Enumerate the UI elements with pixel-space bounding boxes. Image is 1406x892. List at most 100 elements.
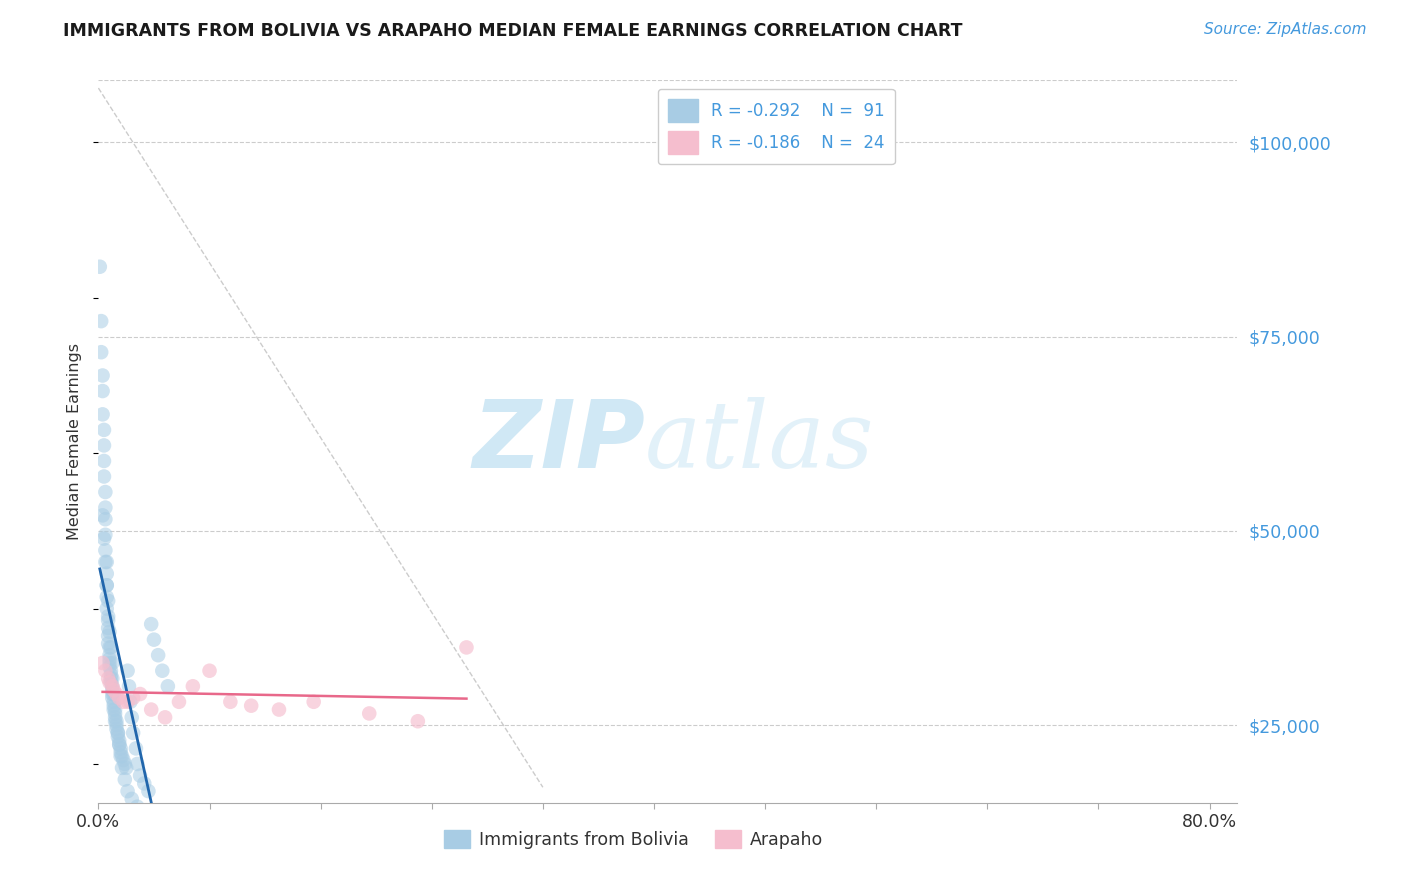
Point	[107, 730, 129, 744]
Point	[105, 722, 128, 736]
Point	[97, 594, 120, 608]
Point	[104, 714, 127, 729]
Point	[93, 454, 115, 468]
Point	[98, 640, 121, 655]
Point	[134, 776, 156, 790]
Point	[98, 652, 121, 666]
Point	[120, 695, 142, 709]
Point	[103, 683, 125, 698]
Point	[112, 753, 135, 767]
Point	[89, 260, 111, 274]
Point	[96, 578, 118, 592]
Point	[93, 469, 115, 483]
Point	[107, 726, 129, 740]
Point	[107, 726, 129, 740]
Point	[198, 664, 221, 678]
Point	[90, 314, 112, 328]
Point	[96, 578, 118, 592]
Point	[104, 710, 127, 724]
Point	[103, 698, 125, 713]
Point	[105, 718, 128, 732]
Point	[101, 656, 124, 670]
Point	[267, 702, 290, 716]
Point	[129, 687, 152, 701]
Point	[117, 664, 139, 678]
Point	[94, 512, 117, 526]
Point	[122, 690, 145, 705]
Point	[98, 624, 121, 639]
Point	[150, 664, 173, 678]
Point	[108, 690, 131, 705]
Point	[101, 679, 124, 693]
Point	[240, 698, 263, 713]
Point	[122, 726, 145, 740]
Point	[146, 648, 169, 663]
Point	[96, 590, 118, 604]
Point	[101, 679, 124, 693]
Point	[105, 687, 128, 701]
Point	[103, 695, 125, 709]
Point	[96, 555, 118, 569]
Point	[156, 679, 179, 693]
Point	[98, 660, 121, 674]
Legend: Immigrants from Bolivia, Arapaho: Immigrants from Bolivia, Arapaho	[437, 823, 830, 855]
Point	[101, 683, 124, 698]
Point	[302, 695, 325, 709]
Point	[91, 368, 114, 383]
Point	[138, 784, 160, 798]
Y-axis label: Median Female Earnings: Median Female Earnings	[67, 343, 83, 540]
Point	[129, 769, 152, 783]
Point	[181, 679, 204, 693]
Point	[97, 609, 120, 624]
Point	[108, 738, 131, 752]
Point	[101, 690, 124, 705]
Point	[104, 706, 127, 721]
Point	[108, 733, 131, 747]
Point	[93, 438, 115, 452]
Point	[153, 710, 176, 724]
Point	[115, 761, 138, 775]
Point	[94, 555, 117, 569]
Point	[103, 702, 125, 716]
Point	[91, 384, 114, 398]
Point	[111, 749, 134, 764]
Point	[114, 772, 136, 787]
Point	[101, 672, 124, 686]
Point	[121, 710, 143, 724]
Point	[111, 761, 134, 775]
Point	[167, 695, 190, 709]
Point	[141, 617, 163, 632]
Point	[359, 706, 381, 721]
Point	[100, 640, 122, 655]
Point	[98, 656, 121, 670]
Point	[108, 738, 131, 752]
Point	[103, 687, 125, 701]
Point	[94, 543, 117, 558]
Point	[127, 799, 149, 814]
Text: atlas: atlas	[645, 397, 875, 486]
Point	[112, 695, 135, 709]
Point	[117, 695, 139, 709]
Point	[110, 741, 132, 756]
Point	[91, 408, 114, 422]
Text: ZIP: ZIP	[472, 395, 645, 488]
Point	[110, 749, 132, 764]
Point	[96, 601, 118, 615]
Point	[100, 675, 122, 690]
Point	[94, 485, 117, 500]
Point	[406, 714, 429, 729]
Point	[110, 745, 132, 759]
Point	[121, 792, 143, 806]
Point	[98, 648, 121, 663]
Text: Source: ZipAtlas.com: Source: ZipAtlas.com	[1204, 22, 1367, 37]
Point	[97, 636, 120, 650]
Point	[100, 672, 122, 686]
Point	[143, 632, 166, 647]
Point	[93, 532, 115, 546]
Point	[98, 675, 121, 690]
Point	[456, 640, 478, 655]
Point	[97, 621, 120, 635]
Point	[117, 784, 139, 798]
Point	[97, 613, 120, 627]
Point	[97, 672, 120, 686]
